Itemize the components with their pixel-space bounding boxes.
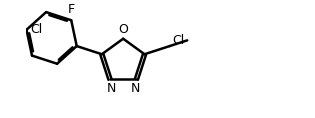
- Text: F: F: [68, 3, 75, 16]
- Text: N: N: [106, 82, 116, 95]
- Text: O: O: [118, 23, 128, 36]
- Text: Cl: Cl: [31, 23, 43, 36]
- Text: N: N: [130, 82, 140, 95]
- Text: Cl: Cl: [172, 34, 185, 47]
